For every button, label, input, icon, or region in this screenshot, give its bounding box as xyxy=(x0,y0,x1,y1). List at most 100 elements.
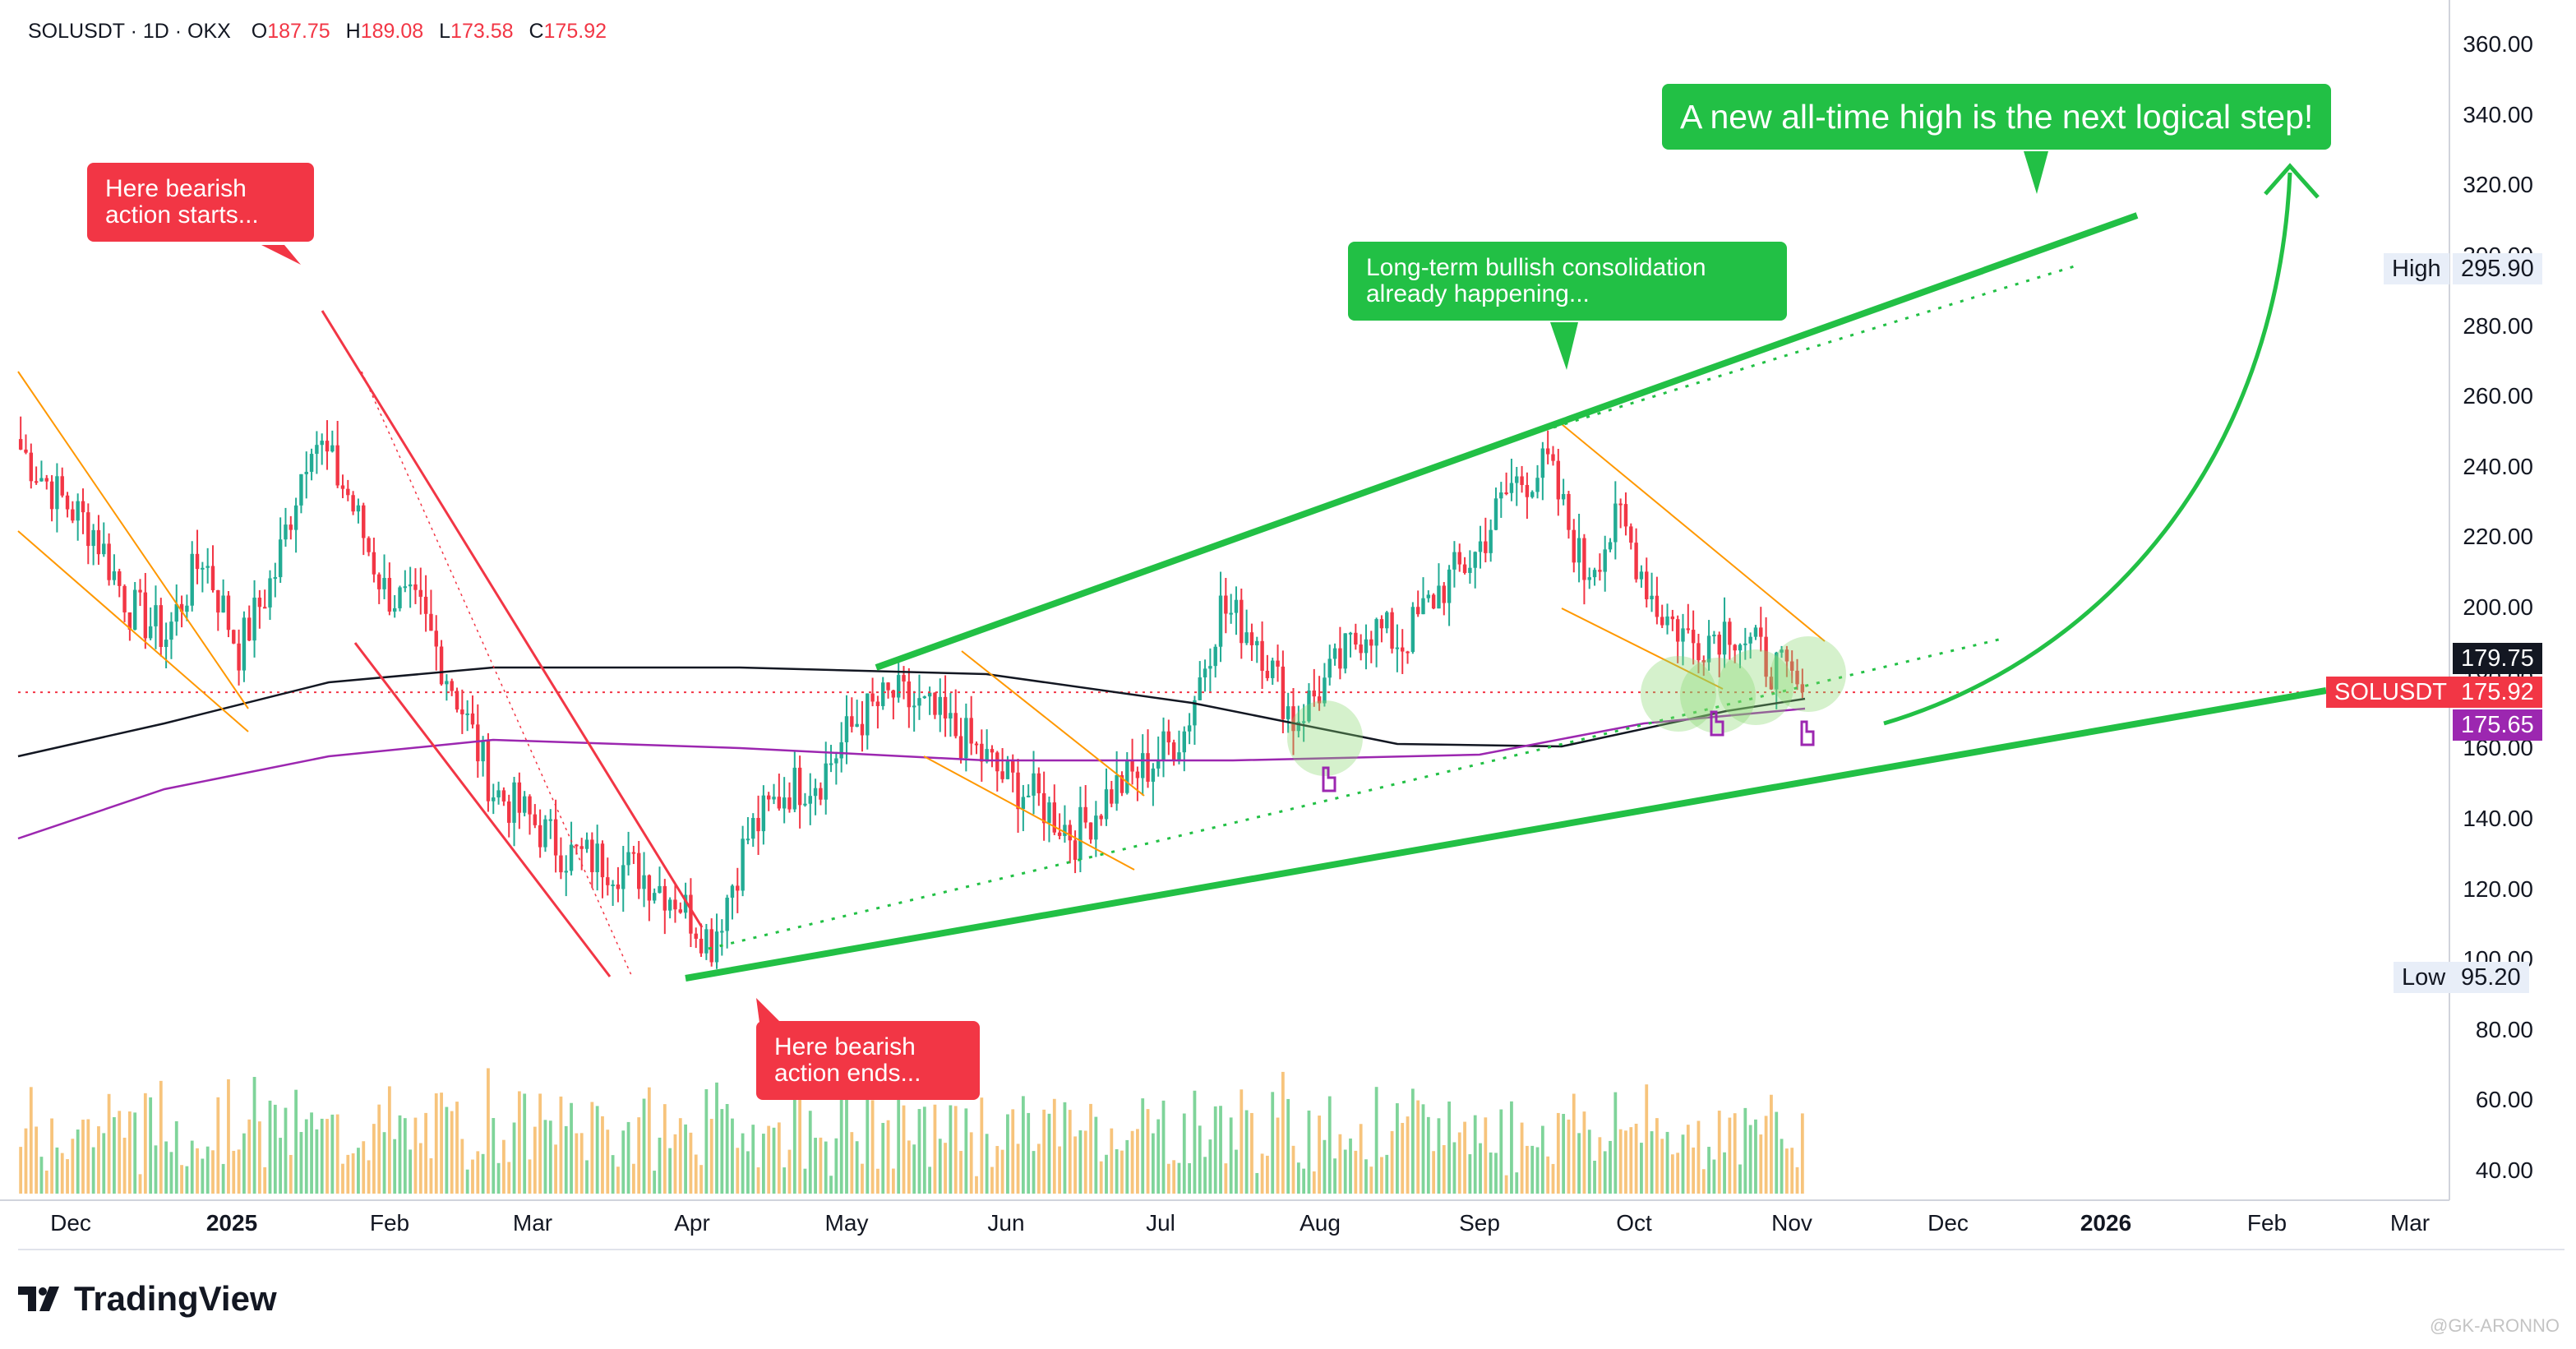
volume-bar xyxy=(71,1139,75,1194)
candle-body xyxy=(372,552,376,575)
candle-body xyxy=(49,481,54,510)
volume-bar xyxy=(1318,1116,1321,1194)
candle-body xyxy=(1041,792,1046,824)
candle-body xyxy=(1468,567,1472,573)
legend-symbol: SOLUSDT · 1D · OKX xyxy=(28,20,231,43)
volume-bar xyxy=(761,1134,765,1194)
volume-bar xyxy=(1624,1130,1627,1194)
volume-bar xyxy=(1790,1148,1794,1194)
annotation-bearish-end: Here bearish action ends... xyxy=(756,1021,980,1100)
volume-bar xyxy=(1530,1145,1535,1194)
candle-body xyxy=(169,621,173,640)
tradingview-logo[interactable]: TradingView xyxy=(18,1279,277,1319)
candle-body xyxy=(662,885,667,911)
bullish-support-line xyxy=(685,687,2327,982)
volume-bar xyxy=(845,1099,848,1194)
volume-bar xyxy=(201,1158,205,1194)
support-touch-circle xyxy=(1680,658,1756,733)
candle-body xyxy=(512,782,516,823)
candle-body xyxy=(813,788,818,797)
volume-bar xyxy=(257,1121,261,1194)
annotation-all-time-high: A new all-time high is the next logical … xyxy=(1662,84,2332,150)
legend-open-label: O xyxy=(251,20,268,43)
candle-body xyxy=(714,931,719,963)
volume-bar xyxy=(440,1093,443,1194)
volume-bar xyxy=(1047,1113,1051,1194)
volume-bar xyxy=(1250,1112,1253,1194)
candle-body xyxy=(1135,771,1140,778)
candle-body xyxy=(413,584,418,590)
candle-body xyxy=(1312,691,1316,697)
candle-body xyxy=(1421,598,1425,615)
candle-body xyxy=(1634,543,1638,580)
candle-body xyxy=(1437,585,1441,609)
candle-body xyxy=(1099,815,1103,820)
volume-bar xyxy=(1655,1118,1659,1194)
candle-body xyxy=(132,589,137,630)
candle-body xyxy=(450,681,454,691)
volume-bar xyxy=(367,1160,371,1194)
last-price-tag: 175.92 xyxy=(2453,677,2542,708)
volume-bar xyxy=(1390,1130,1394,1194)
candle-body xyxy=(922,696,927,699)
candle-body xyxy=(408,584,413,587)
volume-bar xyxy=(1681,1134,1685,1194)
volume-bar xyxy=(1416,1100,1420,1194)
volume-bar xyxy=(107,1093,111,1194)
low-label: Low xyxy=(2394,962,2454,993)
volume-bar xyxy=(133,1112,137,1194)
candle-body xyxy=(1567,493,1571,530)
candle-body xyxy=(543,819,547,848)
candle-body xyxy=(1722,621,1727,655)
candle-body xyxy=(819,788,823,800)
legend-low: 173.58 xyxy=(450,20,514,43)
projection-arrow-head xyxy=(2264,163,2320,199)
candle-body xyxy=(24,449,28,453)
volume-bar xyxy=(1432,1151,1436,1194)
volume-bar xyxy=(1401,1122,1405,1194)
volume-bar xyxy=(1374,1087,1378,1194)
volume-bar xyxy=(543,1120,547,1194)
volume-bar xyxy=(97,1126,100,1194)
candle-body xyxy=(590,839,594,872)
price-tick-label: 260.00 xyxy=(2463,383,2533,409)
volume-bar xyxy=(471,1159,474,1194)
candle-body xyxy=(621,865,626,889)
volume-bar xyxy=(1058,1146,1062,1194)
volume-bar xyxy=(492,1118,496,1194)
candle-body xyxy=(1520,476,1524,485)
volume-bar xyxy=(975,1176,978,1194)
volume-bar xyxy=(736,1148,740,1194)
volume-bar xyxy=(1738,1164,1742,1194)
volume-bar xyxy=(1676,1153,1680,1194)
volume-bar xyxy=(933,1104,937,1194)
candle-body xyxy=(637,852,641,889)
volume-bar xyxy=(247,1119,252,1194)
candle-body xyxy=(1670,616,1675,620)
candle-body xyxy=(1789,661,1794,671)
time-tick-label: Jun xyxy=(987,1210,1025,1236)
volume-bar xyxy=(814,1138,817,1194)
candle-body xyxy=(257,597,262,608)
volume-bar xyxy=(1307,1110,1311,1194)
volume-bar xyxy=(637,1117,641,1194)
volume-bar xyxy=(434,1093,438,1194)
volume-bar xyxy=(403,1118,407,1194)
candle-body xyxy=(564,871,568,873)
price-tick-label: 60.00 xyxy=(2475,1087,2533,1113)
candle-body xyxy=(1608,542,1613,550)
candle-body xyxy=(1629,526,1633,543)
candle-body xyxy=(855,723,859,728)
candle-body xyxy=(1712,635,1716,637)
candle-body xyxy=(1561,493,1566,500)
candle-body xyxy=(1728,621,1732,645)
candle-body xyxy=(476,724,480,762)
candle-body xyxy=(1457,552,1461,565)
candle-body xyxy=(870,693,875,702)
candle-body xyxy=(736,885,740,891)
volume-bar xyxy=(590,1102,594,1194)
candle-body xyxy=(709,929,713,963)
volume-bar xyxy=(1343,1149,1347,1194)
volume-bar xyxy=(1032,1151,1036,1194)
